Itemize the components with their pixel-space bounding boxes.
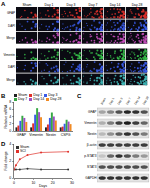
svg-text:4: 4: [9, 115, 11, 119]
svg-text:6: 6: [9, 107, 11, 111]
svg-text:STAT3: STAT3: [87, 165, 97, 169]
svg-text:CSPG: CSPG: [61, 133, 71, 137]
svg-text:p-STAT3: p-STAT3: [84, 154, 97, 158]
svg-text:β-actin: β-actin: [87, 143, 97, 147]
svg-text:Nestin: Nestin: [46, 133, 56, 137]
html-text:Sham: Sham: [20, 145, 30, 149]
svg-text:0: 0: [13, 181, 15, 185]
svg-text:0: 0: [9, 176, 11, 180]
html-text:A: A: [1, 1, 6, 7]
svg-text:4: 4: [9, 142, 11, 146]
svg-text:8: 8: [9, 100, 11, 104]
svg-text:Vimentin: Vimentin: [29, 133, 43, 137]
html-text:Day 1: Day 1: [33, 93, 43, 97]
svg-text:Fold change: Fold change: [4, 151, 8, 170]
svg-text:Day 14: Day 14: [133, 95, 141, 105]
svg-text:Sham: Sham: [23, 3, 32, 7]
svg-text:Day 7: Day 7: [125, 97, 132, 106]
html-text:B: B: [1, 93, 6, 99]
html-text:Sham: Sham: [18, 93, 28, 97]
svg-text:GFAP: GFAP: [17, 133, 27, 137]
svg-text:GFAP: GFAP: [88, 110, 97, 114]
svg-text:10: 10: [31, 181, 35, 185]
svg-text:GFAP: GFAP: [7, 11, 15, 15]
html-text:Day 7: Day 7: [18, 97, 28, 101]
svg-text:Day 28: Day 28: [132, 3, 143, 7]
svg-text:Merge: Merge: [6, 78, 15, 82]
svg-text:0: 0: [9, 129, 11, 133]
html-text:Day 14: Day 14: [33, 97, 45, 101]
html-text:SCI: SCI: [20, 149, 26, 153]
html-text:D: D: [1, 141, 6, 147]
svg-text:Days: Days: [39, 184, 47, 188]
svg-text:DAPI: DAPI: [8, 65, 15, 69]
svg-text:GAPDH: GAPDH: [85, 176, 97, 180]
svg-text:Sham: Sham: [100, 96, 108, 105]
svg-text:20: 20: [51, 181, 55, 185]
svg-text:Day 1: Day 1: [45, 3, 54, 7]
svg-text:Relative mRNA: Relative mRNA: [4, 104, 8, 129]
svg-text:Day 7: Day 7: [89, 3, 98, 7]
svg-text:2: 2: [9, 122, 11, 126]
svg-text:Day 14: Day 14: [110, 3, 121, 7]
svg-text:Vimentin: Vimentin: [84, 121, 97, 125]
svg-text:Day 1: Day 1: [108, 97, 115, 106]
html-text:C: C: [77, 93, 82, 99]
svg-text:30: 30: [70, 181, 74, 185]
svg-text:Merge: Merge: [6, 36, 15, 40]
html-text:Day 3: Day 3: [48, 93, 58, 97]
svg-text:DAPI: DAPI: [8, 24, 15, 28]
html-text:Day 28: Day 28: [50, 97, 62, 101]
svg-text:Day 3: Day 3: [116, 97, 123, 106]
svg-text:Vimentin: Vimentin: [3, 53, 15, 57]
svg-text:Nestin: Nestin: [87, 132, 96, 136]
svg-text:2: 2: [9, 159, 11, 163]
svg-text:Day 28: Day 28: [142, 95, 150, 105]
svg-text:Day 3: Day 3: [67, 3, 76, 7]
